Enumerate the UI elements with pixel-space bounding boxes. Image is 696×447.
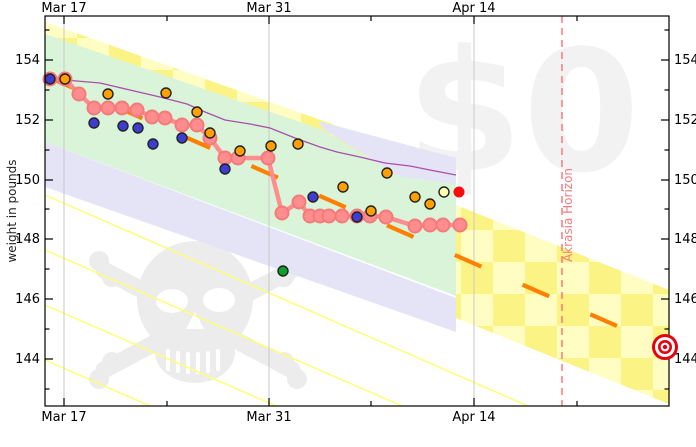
y-tick-label: 144 <box>674 352 696 367</box>
red-latest-datapoint <box>453 186 465 198</box>
rosy-dot <box>452 217 468 233</box>
y-axis-title: weight in pounds <box>5 159 19 262</box>
moving-average <box>46 76 457 176</box>
guideline <box>44 249 403 407</box>
orange-datapoints <box>191 106 203 118</box>
x-tick-label: Mar 31 <box>246 410 291 425</box>
cream-datapoint <box>438 186 450 198</box>
skull-tooth-gap <box>216 349 220 371</box>
y-tick-label: 150 <box>15 173 40 188</box>
bullseye-ring <box>662 344 668 350</box>
rosy-dot <box>321 208 337 224</box>
blue-datapoints <box>351 211 363 223</box>
orange-datapoints <box>265 140 277 152</box>
rosy-dot <box>174 117 190 133</box>
y-tick-label: 144 <box>15 352 40 367</box>
skull-jaw <box>155 321 235 383</box>
skull-eye-left <box>156 289 188 313</box>
datapoints <box>44 73 465 277</box>
x-tick-label: Apr 14 <box>452 1 495 16</box>
x-tick-label: Mar 17 <box>41 410 86 425</box>
rosy-dot <box>114 100 130 116</box>
blue-datapoints <box>44 73 56 85</box>
rosy-dot <box>100 100 116 116</box>
orange-datapoints <box>337 181 349 193</box>
skull-nose <box>186 312 204 329</box>
y-tick-label: 154 <box>674 53 696 68</box>
orange-datapoints <box>102 88 114 100</box>
moving-average-line <box>46 76 457 176</box>
y-tick-label: 150 <box>674 173 696 188</box>
blue-datapoints <box>219 163 231 175</box>
rosy-dot <box>435 217 451 233</box>
rosy-dot <box>71 86 87 102</box>
rosy-dot <box>144 109 160 125</box>
x-tick-label: Mar 17 <box>41 1 86 16</box>
rosy-dot <box>157 110 173 126</box>
y-tick-label: 152 <box>15 113 40 128</box>
blue-datapoints <box>88 117 100 129</box>
skull-eye-right <box>203 288 235 312</box>
y-tick-label: 148 <box>15 232 40 247</box>
green-data-region <box>45 34 456 296</box>
orange-datapoints <box>234 145 246 157</box>
blue-datapoints <box>176 132 188 144</box>
blue-datapoints <box>307 191 319 203</box>
bone-knob <box>89 369 109 389</box>
aura-band-lower <box>45 142 456 332</box>
skull-tooth-gap <box>176 351 180 373</box>
akrasia-horizon-label: Akrasia Horizon <box>561 168 575 262</box>
goal-bullseye-icon <box>652 334 678 360</box>
rosy-dot <box>378 209 394 225</box>
guideline <box>44 194 529 407</box>
rosy-dot <box>274 205 290 221</box>
bone-knob <box>102 267 122 287</box>
y-tick-label: 152 <box>674 113 696 128</box>
orange-datapoints <box>409 191 421 203</box>
rosy-dot <box>217 150 233 166</box>
blue-datapoints <box>147 138 159 150</box>
blue-datapoints <box>117 120 129 132</box>
skull-tooth-gap <box>186 352 190 374</box>
skull-tooth-gap <box>196 352 200 374</box>
y-tick-label: 146 <box>15 292 40 307</box>
orange-datapoints <box>204 127 216 139</box>
y-tick-label: 154 <box>15 53 40 68</box>
orange-datapoints <box>292 138 304 150</box>
axis-tick-labels: Mar 17 Mar 17 Mar 31 Mar 31 Apr 14 Apr 14 154 1… <box>15 1 696 425</box>
rosy-dot <box>291 194 307 210</box>
y-tick-label: 148 <box>674 232 696 247</box>
rosy-dot <box>407 218 423 234</box>
orange-datapoints <box>381 167 393 179</box>
orange-datapoints <box>160 87 172 99</box>
rosy-dot <box>260 150 276 166</box>
rosy-dot <box>422 217 438 233</box>
x-tick-label: Mar 31 <box>246 1 291 16</box>
rosy-dot <box>334 208 350 224</box>
bone-knob <box>102 352 122 372</box>
rosy-dot <box>189 117 205 133</box>
orange-datapoints <box>59 73 71 85</box>
yellow-guidelines <box>44 194 529 407</box>
guideline <box>44 304 277 407</box>
plot-border <box>44 15 670 407</box>
orange-datapoints <box>424 198 436 210</box>
skull-tooth-gap <box>166 349 170 371</box>
y-tick-label: 146 <box>674 292 696 307</box>
bone-knob <box>287 369 307 389</box>
blue-datapoints <box>132 122 144 134</box>
orange-datapoints <box>365 205 377 217</box>
skull-tooth-gap <box>206 351 210 373</box>
green-datapoint <box>277 265 289 277</box>
axis-ticks <box>45 16 669 406</box>
bone-knob <box>89 251 109 271</box>
x-tick-label: Apr 14 <box>452 410 495 425</box>
guideline <box>44 359 151 407</box>
rosy-dot <box>86 100 102 116</box>
rosy-dot <box>129 102 145 118</box>
